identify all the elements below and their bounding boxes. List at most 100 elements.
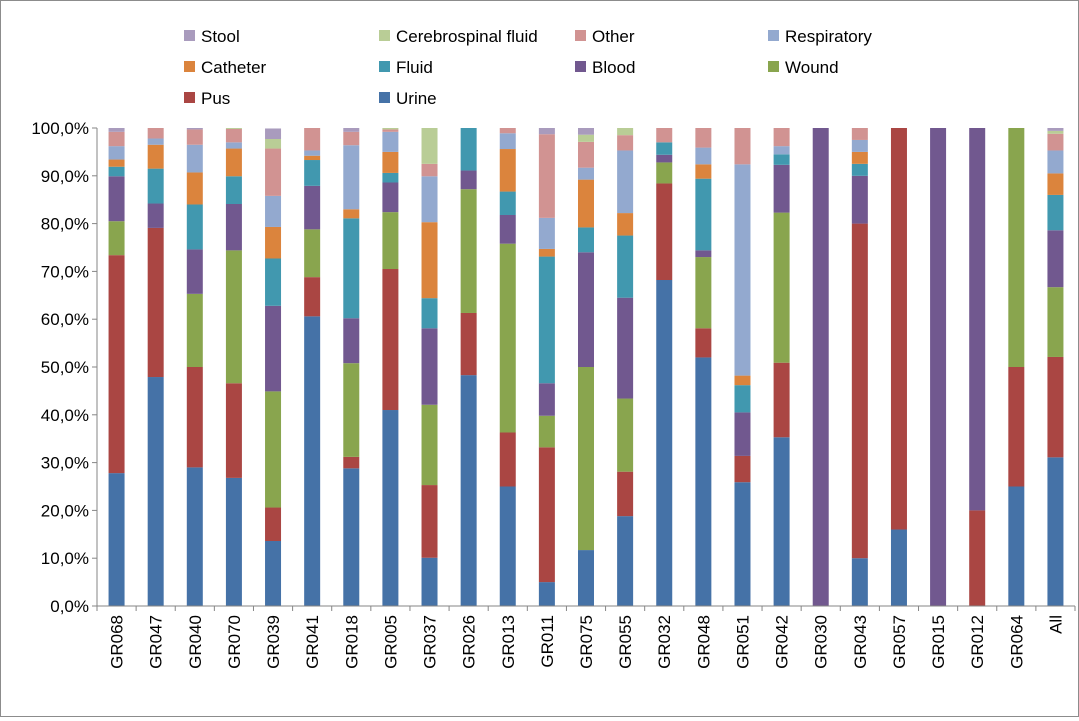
bar-gr005-respiratory (382, 131, 399, 152)
legend-fluid-label: Fluid (396, 58, 433, 77)
bar-gr075-catheter (578, 179, 594, 228)
bar-gr013-urine (499, 486, 516, 606)
legend-blood-label: Blood (592, 58, 635, 77)
x-axis: GR068 GR047 GR040 GR070 GR039 GR041 GR018 GR005… (96, 605, 1076, 669)
bar-gr048-pus (695, 328, 712, 358)
bar-gr048-wound (695, 257, 712, 329)
bar-gr075-urine (578, 550, 594, 606)
bar-gr064-pus (1008, 367, 1025, 487)
bar-gr005-fluid (382, 172, 399, 183)
bar-all-blood (1047, 230, 1064, 288)
bar-gr068-catheter (108, 159, 125, 167)
bar-gr041-catheter (304, 155, 321, 161)
bar-gr048-catheter (695, 164, 712, 179)
bar-gr018-other (343, 131, 360, 146)
bar-gr005-blood (382, 182, 399, 213)
bar-gr013-blood (499, 215, 516, 244)
bar-gr011-respiratory (538, 217, 555, 249)
bar-gr068-wound (108, 221, 125, 256)
x-tick-label: GR030 (812, 615, 831, 669)
legend-blood-swatch (575, 61, 586, 72)
y-tick-label: 60,0% (41, 310, 89, 329)
y-tick-label: 30,0% (41, 454, 89, 473)
bar-gr070-pus (225, 383, 242, 478)
bar-gr075-fluid (578, 227, 594, 253)
y-tick-label: 10,0% (41, 549, 89, 568)
bar-gr070-cerebrospinal-fluid (225, 128, 242, 129)
bar-gr013-other (499, 128, 516, 134)
bar-gr064-wound (1008, 128, 1025, 367)
x-tick-label: GR051 (733, 615, 752, 669)
bar-gr042-blood (773, 164, 790, 213)
legend-catheter-label: Catheter (201, 58, 267, 77)
bar-gr048-fluid (695, 178, 712, 251)
bar-gr026-fluid (460, 128, 477, 171)
bar-gr039-wound (265, 391, 282, 508)
bar-gr018-urine (343, 468, 360, 606)
bar-gr037-cerebrospinal-fluid (421, 128, 438, 164)
bar-gr005-catheter (382, 151, 399, 173)
bar-gr032-pus (656, 183, 673, 281)
bar-gr011-fluid (538, 256, 555, 384)
bar-gr064-urine (1008, 486, 1025, 606)
bar-gr026-pus (460, 312, 477, 376)
bar-gr043-catheter (851, 151, 868, 164)
y-tick-label: 100,0% (31, 119, 89, 138)
bar-gr039-pus (265, 507, 282, 541)
legend-cerebrospinal-fluid-swatch (379, 30, 390, 41)
bar-all-fluid (1047, 194, 1064, 231)
legend-other-swatch (575, 30, 586, 41)
legend-pus-label: Pus (201, 89, 230, 108)
bar-gr051-blood (734, 412, 751, 456)
bar-gr040-respiratory (186, 144, 203, 173)
bar-gr012-blood (969, 128, 986, 511)
y-tick-label: 90,0% (41, 167, 89, 186)
bar-gr043-other (851, 128, 868, 140)
bar-gr057-pus (890, 128, 907, 530)
bar-gr070-respiratory (225, 142, 242, 149)
bar-gr075-other (578, 141, 594, 168)
legend-stool-label: Stool (201, 27, 240, 46)
y-tick-label: 80,0% (41, 215, 89, 234)
bar-gr070-urine (225, 477, 242, 606)
bar-gr042-wound (773, 212, 790, 363)
bar-gr042-respiratory (773, 146, 790, 155)
bar-gr042-other (773, 128, 790, 147)
bar-gr018-catheter (343, 209, 360, 219)
bar-all-pus (1047, 356, 1064, 458)
legend-wound-label: Wound (785, 58, 839, 77)
bar-gr068-urine (108, 473, 125, 606)
bar-gr026-urine (460, 375, 477, 606)
bar-gr043-fluid (851, 163, 868, 176)
bar-gr055-other (617, 135, 634, 151)
bar-gr068-stool (108, 128, 125, 132)
x-tick-label: GR005 (381, 615, 400, 669)
bar-gr011-other (538, 134, 555, 218)
bar-gr013-pus (499, 432, 516, 487)
bar-gr070-wound (225, 250, 242, 384)
bar-gr018-stool (343, 128, 360, 132)
bar-gr075-cerebrospinal-fluid (578, 134, 594, 142)
bar-gr041-blood (304, 185, 321, 230)
bar-all-catheter (1047, 173, 1064, 195)
bar-gr055-catheter (617, 213, 634, 236)
bar-gr039-respiratory (265, 195, 282, 227)
bar-gr011-stool (538, 128, 555, 135)
bar-gr051-catheter (734, 375, 751, 386)
bar-gr042-urine (773, 437, 790, 606)
bar-gr039-catheter (265, 226, 282, 259)
bar-gr026-wound (460, 189, 477, 313)
x-tick-label: GR057 (890, 615, 909, 669)
bar-gr070-other (225, 128, 242, 143)
legend-stool-swatch (184, 30, 195, 41)
bar-gr005-pus (382, 269, 399, 411)
bar-gr039-urine (265, 540, 282, 606)
bar-all-cerebrospinal-fluid (1047, 130, 1064, 134)
bar-gr041-pus (304, 277, 321, 317)
y-tick-label: 50,0% (41, 358, 89, 377)
bar-gr051-urine (734, 482, 751, 606)
bar-gr068-blood (108, 176, 125, 222)
bar-gr068-pus (108, 255, 125, 474)
bar-gr005-cerebrospinal-fluid (382, 128, 399, 130)
